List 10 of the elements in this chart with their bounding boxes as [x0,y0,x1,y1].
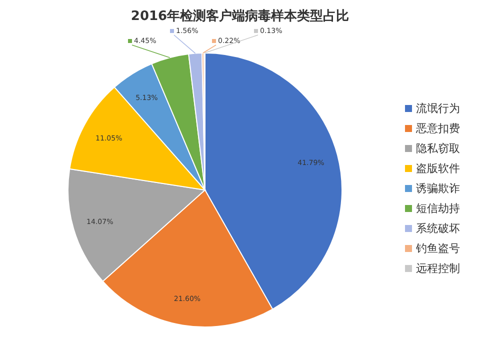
legend-label: 盗版软件 [416,162,460,175]
legend-label: 钓鱼盗号 [415,242,460,255]
legend-label: 短信劫持 [416,202,460,215]
legend-label: 系统破坏 [416,222,460,235]
legend-label: 流氓行为 [416,102,460,115]
chart-title: 2016年检测客户端病毒样本类型占比 [130,8,350,24]
legend-label: 远程控制 [416,262,460,275]
legend-label: 隐私窃取 [416,142,460,155]
legend-label: 诱骗欺诈 [416,182,460,195]
legend-label: 恶意扣费 [415,122,460,135]
